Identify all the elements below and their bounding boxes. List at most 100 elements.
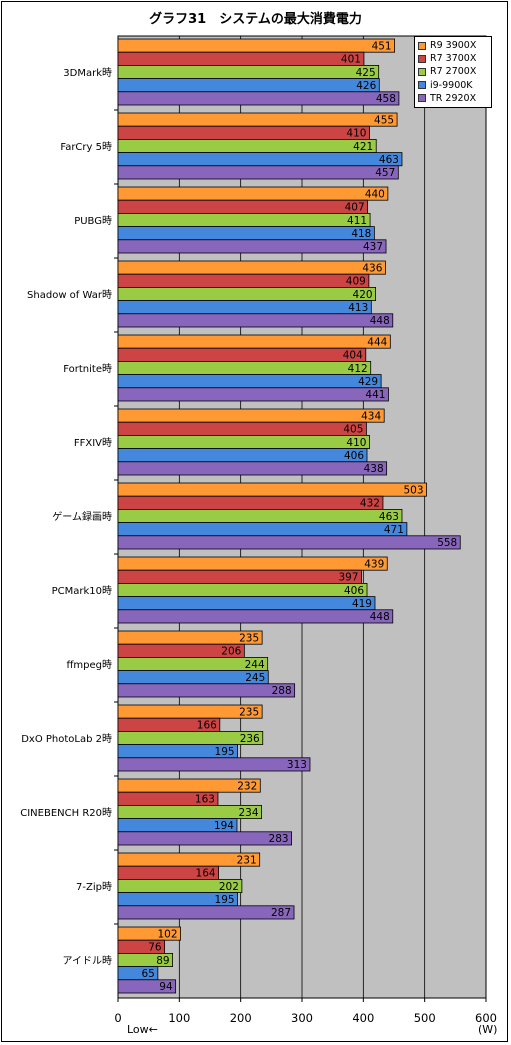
data-label: 76: [148, 942, 162, 954]
bar: [117, 387, 389, 402]
bar: [117, 421, 367, 436]
chart-title: グラフ31 システムの最大消費電力: [149, 12, 362, 27]
bar: [117, 51, 365, 66]
data-label: 444: [367, 336, 387, 348]
legend-item: R7 3700X: [418, 52, 488, 65]
x-tick-label: 600: [475, 1011, 497, 1025]
bar: [117, 199, 369, 214]
bar: [117, 831, 292, 846]
bar: [117, 165, 399, 180]
data-label: 234: [238, 807, 258, 819]
data-label: 202: [219, 881, 239, 893]
bar: [117, 905, 295, 920]
category-label: CINEBENCH R20時: [20, 807, 112, 819]
bar: [117, 434, 370, 449]
data-label: 418: [351, 228, 371, 240]
bar: [117, 482, 427, 497]
bar: [117, 38, 396, 53]
data-label: 288: [272, 685, 292, 697]
legend-label: R9 3900X: [430, 40, 477, 52]
data-label: 406: [344, 585, 364, 597]
category-label: FarCry 5時: [60, 141, 112, 153]
data-label: 283: [269, 833, 289, 845]
category-label: 7-Zip時: [76, 881, 112, 893]
category-label: PUBG時: [74, 215, 112, 227]
data-label: 455: [374, 114, 394, 126]
data-label: 89: [156, 955, 169, 967]
bar: [117, 152, 403, 167]
data-label: 437: [363, 241, 383, 253]
data-label: 232: [237, 780, 257, 792]
x-tick-label: 200: [230, 1011, 252, 1025]
bar: [117, 226, 375, 241]
x-axis-unit: (W): [478, 1023, 498, 1036]
data-label: 451: [372, 40, 392, 52]
bar: [117, 757, 311, 772]
data-label: 404: [343, 350, 363, 362]
bar: [117, 508, 403, 523]
data-label: 405: [343, 424, 363, 436]
data-label: 463: [379, 511, 399, 523]
x-tick-label: 400: [352, 1011, 374, 1025]
data-label: 458: [376, 93, 396, 105]
data-label: 463: [379, 154, 399, 166]
bar: [117, 461, 388, 476]
bar: [117, 979, 177, 994]
data-label: 166: [197, 720, 217, 732]
bar: [117, 91, 400, 106]
data-label: 448: [370, 611, 390, 623]
bar: [117, 408, 385, 423]
data-label: 313: [287, 759, 307, 771]
chart-legend: R9 3900X R7 3700X R7 2700X i9-9900K TR 2920X: [414, 36, 492, 108]
data-label: 503: [403, 484, 423, 496]
bar: [117, 360, 372, 375]
bar: [117, 448, 368, 463]
data-label: 406: [344, 450, 364, 462]
category-label: 3DMark時: [63, 67, 112, 79]
bar: [117, 347, 367, 362]
data-label: 413: [348, 302, 368, 314]
data-label: 421: [353, 141, 373, 153]
category-label: Fortnite時: [63, 363, 112, 375]
category-label: ゲーム録画時: [52, 510, 112, 523]
bar: [117, 212, 371, 227]
category-label: ffmpeg時: [67, 659, 112, 671]
data-label: 245: [245, 672, 265, 684]
bar: [117, 374, 382, 389]
legend-item: TR 2920X: [418, 92, 488, 105]
data-label: 287: [271, 907, 291, 919]
data-label: 457: [375, 167, 395, 179]
data-label: 426: [356, 80, 376, 92]
data-label: 440: [365, 188, 385, 200]
bar: [117, 239, 387, 254]
bar: [117, 683, 296, 698]
category-label: FFXIV時: [74, 437, 112, 449]
data-label: 410: [346, 437, 366, 449]
bar: [117, 596, 376, 611]
legend-item: R7 2700X: [418, 65, 488, 78]
bar: [117, 583, 368, 598]
data-label: 412: [348, 363, 368, 375]
bar: [117, 78, 380, 93]
bar: [117, 522, 408, 537]
data-label: 409: [346, 276, 366, 288]
legend-label: R7 2700X: [430, 66, 477, 78]
data-label: 195: [215, 894, 235, 906]
x-tick-label: 500: [414, 1011, 436, 1025]
data-label: 407: [345, 202, 365, 214]
data-label: 164: [196, 868, 216, 880]
bar: [117, 125, 370, 140]
bar: [117, 569, 362, 584]
data-label: 448: [370, 315, 390, 327]
legend-label: TR 2920X: [430, 92, 477, 104]
data-label: 235: [239, 632, 259, 644]
bar: [117, 300, 372, 315]
data-label: 419: [352, 598, 372, 610]
data-label: 206: [221, 646, 241, 658]
data-label: 434: [361, 410, 381, 422]
data-label: 163: [195, 794, 215, 806]
legend-swatch: [418, 41, 426, 50]
bar: [117, 334, 391, 349]
data-label: 401: [341, 54, 361, 66]
